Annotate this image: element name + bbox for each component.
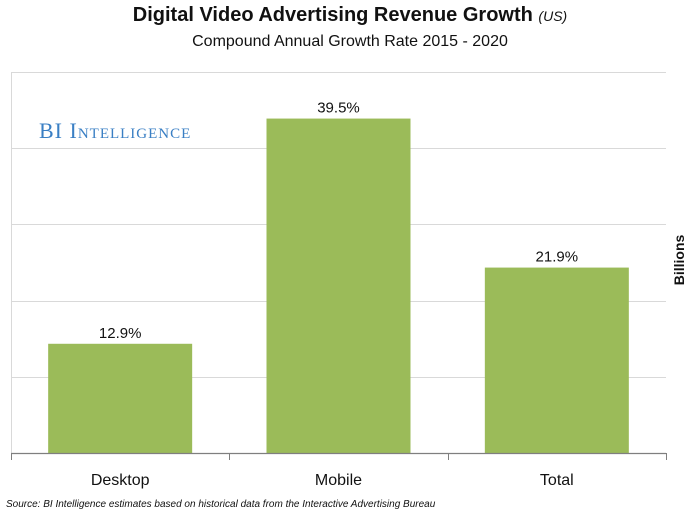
bar-desktop	[48, 343, 193, 453]
x-tick-label-desktop: Desktop	[91, 472, 150, 489]
chart-title-text: Digital Video Advertising Revenue Growth	[132, 4, 533, 26]
chart-title: Digital Video Advertising Revenue Growth…	[0, 4, 700, 27]
x-tick-label-total: Total	[540, 472, 574, 489]
bar-mobile	[266, 118, 411, 454]
data-label-total: 21.9%	[536, 249, 579, 266]
chart-subtitle: Compound Annual Growth Rate 2015 - 2020	[192, 33, 508, 50]
y-axis-label: Billions	[671, 235, 687, 286]
x-axis: Desktop Mobile Total	[11, 452, 667, 489]
data-label-mobile: 39.5%	[317, 100, 360, 117]
chart-title-qualifier: (US)	[538, 8, 568, 24]
bar-total	[484, 267, 629, 453]
brand-watermark: BI Intelligence	[39, 118, 192, 143]
source-note: Source: BI Intelligence estimates based …	[6, 499, 436, 510]
bars	[48, 118, 629, 454]
data-labels: 12.9% 39.5% 21.9%	[99, 100, 578, 342]
data-label-desktop: 12.9%	[99, 325, 142, 342]
x-tick-label-mobile: Mobile	[315, 472, 362, 489]
